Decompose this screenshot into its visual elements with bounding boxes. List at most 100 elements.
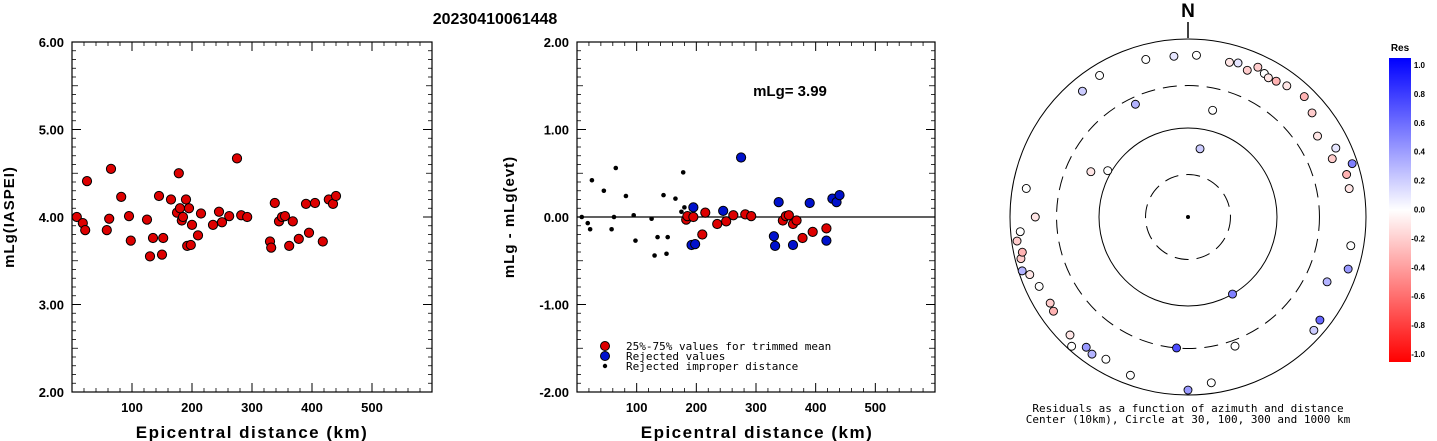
right-point-accepted (746, 211, 757, 222)
right-x-tick-label: 500 (864, 400, 886, 415)
station-point (1183, 385, 1193, 395)
right-point-improper (652, 253, 657, 258)
left-point-accepted (101, 225, 112, 236)
right-point-improper (623, 193, 629, 199)
distance-rings (1009, 38, 1367, 396)
station-point (1169, 51, 1179, 61)
left-point-accepted (224, 211, 235, 222)
right-tick-marks (576, 41, 936, 393)
right-point-rejected (768, 231, 780, 242)
right-point-improper (633, 238, 638, 243)
left-point-accepted (185, 239, 196, 251)
station-point (1271, 76, 1281, 86)
station-point (1012, 236, 1022, 246)
colorbar-label: 0.2 (1414, 177, 1426, 186)
right-x-tick-label: 200 (685, 400, 707, 415)
left-point-accepted (192, 230, 204, 241)
left-point-accepted (177, 211, 189, 223)
legend-label-rejected: Rejected values (626, 350, 725, 363)
station-point (1081, 342, 1091, 352)
north-label: N (1181, 1, 1195, 22)
station-residual-points (1012, 50, 1357, 395)
left-x-tick-label: 500 (361, 400, 383, 415)
right-point-rejected (688, 202, 699, 213)
left-point-accepted (105, 163, 117, 174)
station-point (1077, 86, 1087, 96)
station-point (1347, 159, 1357, 169)
epicenter-marker (1186, 215, 1190, 219)
left-point-accepted (309, 197, 321, 209)
right-point-accepted (721, 216, 732, 227)
station-point (1172, 343, 1181, 353)
left-point-accepted (141, 214, 153, 225)
left-x-tick-label: 300 (241, 400, 263, 415)
right-point-accepted (807, 226, 818, 237)
azimuth-residual-plot: N Residuals as a function of azimuth and… (1009, 1, 1367, 426)
right-point-improper (609, 226, 614, 232)
left-x-tick-labels: 100 200 300 400 500 (121, 400, 383, 415)
right-point-improper (661, 192, 666, 198)
left-point-accepted (287, 216, 298, 227)
colorbar-label: -1.0 (1411, 350, 1425, 359)
station-point (1015, 227, 1025, 237)
right-point-rejected (787, 239, 799, 251)
station-point (1343, 264, 1353, 274)
right-point-accepted (783, 210, 794, 221)
station-point (1034, 281, 1044, 291)
right-y-tick-label: 1.00 (544, 123, 569, 138)
station-point (1313, 131, 1322, 141)
left-point-accepted (158, 232, 169, 244)
right-y-tick-label: 0.00 (544, 210, 569, 225)
right-point-accepted (688, 211, 699, 223)
legend-marker-improper (602, 363, 608, 369)
station-point (1263, 73, 1273, 83)
left-point-accepted (317, 236, 328, 247)
station-point (1224, 57, 1234, 67)
station-point (1101, 354, 1111, 364)
station-point (1087, 349, 1097, 359)
left-point-accepted (279, 211, 291, 222)
station-point (1017, 266, 1027, 276)
ring-300km (1056, 85, 1320, 349)
left-x-tick-label: 100 (121, 400, 143, 415)
colorbar-label: -0.6 (1411, 292, 1425, 301)
station-point (1228, 289, 1237, 299)
left-y-axis-label: mLg(IASPEI) (1, 166, 18, 268)
right-point-rejected (773, 197, 784, 208)
right-point-accepted (712, 218, 723, 230)
station-point (1065, 330, 1075, 340)
left-point-accepted (293, 233, 304, 244)
left-point-accepted (213, 206, 225, 217)
right-point-improper (611, 214, 617, 220)
right-point-improper (585, 220, 591, 226)
right-x-tick-label: 300 (745, 400, 767, 415)
station-point (1030, 212, 1040, 222)
mlg-annotation: mLg= 3.99 (753, 83, 827, 100)
left-point-accepted (165, 194, 177, 205)
left-point-accepted (173, 168, 184, 179)
colorbar-label: -0.8 (1411, 321, 1425, 330)
left-point-accepted (195, 208, 207, 219)
left-point-accepted (71, 211, 82, 223)
left-y-tick-label: 3.00 (39, 298, 64, 313)
ring-1000km (1009, 38, 1367, 396)
left-point-accepted (81, 176, 93, 187)
station-point (1253, 62, 1263, 72)
figure-title: 20230410061448 (433, 11, 558, 28)
colorbar-label: 1.0 (1414, 61, 1426, 70)
left-x-axis-label: Epicentral distance (km) (136, 423, 369, 441)
left-point-accepted (242, 211, 253, 223)
left-point-accepted (153, 190, 165, 202)
left-point-accepted (303, 227, 315, 238)
right-point-improper (631, 212, 636, 218)
station-point (1025, 270, 1035, 280)
left-x-tick-label: 400 (301, 400, 323, 415)
right-y-tick-label: 2.00 (544, 35, 569, 50)
station-point (1307, 108, 1317, 118)
right-y-tick-label: -2.00 (539, 385, 569, 400)
right-point-improper (579, 214, 585, 220)
station-point (1049, 306, 1058, 316)
legend: 25%-75% values for trimmed mean Rejected… (600, 340, 831, 373)
station-point (1021, 184, 1031, 193)
